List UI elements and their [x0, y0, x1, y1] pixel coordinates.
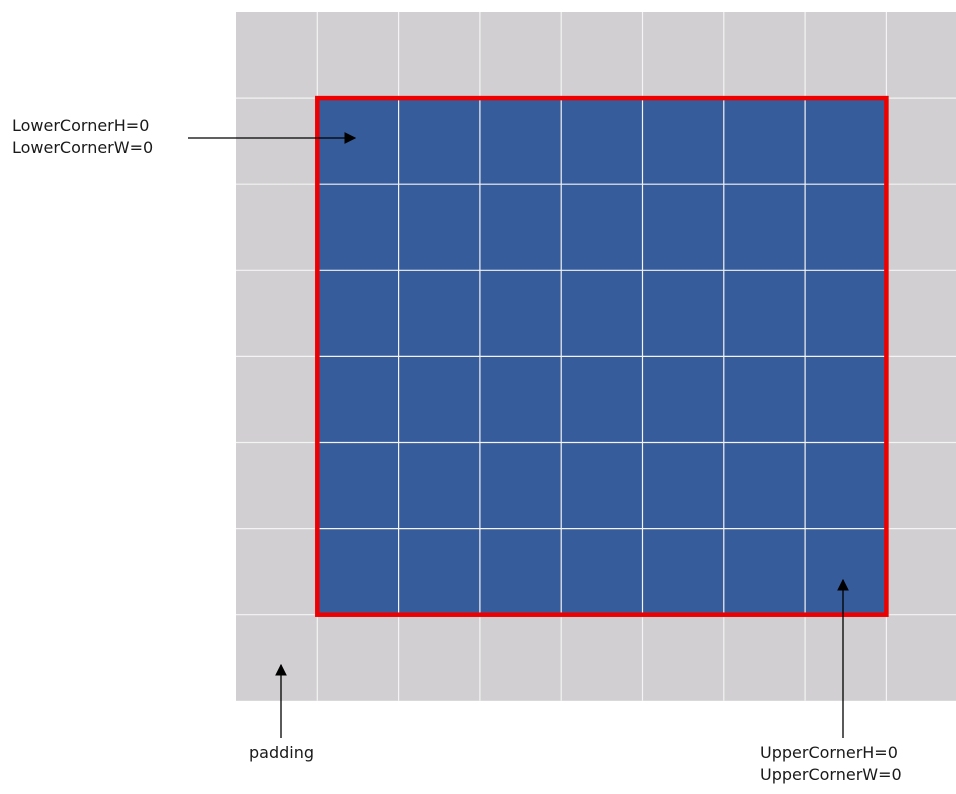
upper-corner-h-text: UpperCornerH=0	[760, 743, 898, 762]
highlight-border	[315, 95, 889, 617]
grid	[236, 12, 956, 701]
lower-corner-w-text: LowerCornerW=0	[12, 138, 154, 157]
upper-corner-w-text: UpperCornerW=0	[760, 765, 902, 784]
lower-corner-label: LowerCornerH=0 LowerCornerW=0	[12, 115, 153, 159]
padding-label: padding	[249, 742, 314, 764]
upper-corner-label: UpperCornerH=0 UpperCornerW=0	[760, 742, 902, 786]
lower-corner-h-text: LowerCornerH=0	[12, 116, 150, 135]
padding-text: padding	[249, 743, 315, 762]
arrows	[188, 132, 849, 738]
